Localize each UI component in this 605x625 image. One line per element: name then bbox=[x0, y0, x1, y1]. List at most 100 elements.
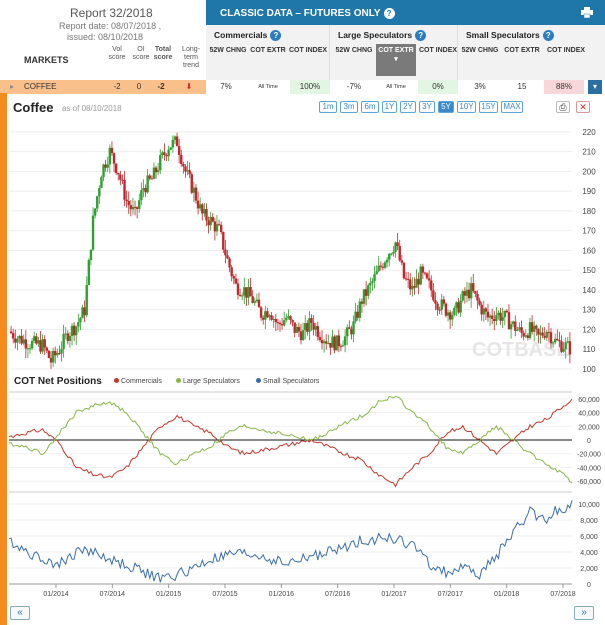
oi-score-header[interactable]: OI score bbox=[132, 46, 150, 61]
vol-score-header[interactable]: Vol score bbox=[108, 46, 126, 61]
candle-body bbox=[230, 267, 233, 277]
watermark: COTBASE bbox=[472, 339, 570, 361]
y-tick-label: 190 bbox=[582, 187, 596, 196]
y-tick-label: -20,000 bbox=[577, 452, 601, 459]
close-icon[interactable]: ✕ bbox=[576, 101, 590, 113]
help-icon[interactable]: ? bbox=[270, 30, 282, 42]
scroll-down-icon[interactable]: ▾ bbox=[588, 80, 602, 94]
candle-body bbox=[150, 178, 154, 180]
sub-cot-index[interactable]: COT INDEX bbox=[418, 47, 458, 54]
candle-body bbox=[457, 302, 460, 313]
candle-body bbox=[249, 287, 252, 297]
legend-commercials[interactable]: Commercials bbox=[114, 378, 162, 385]
sub-cot-extr[interactable]: COT EXTR bbox=[504, 47, 540, 54]
sub-cot-extr[interactable]: COT EXTR bbox=[250, 47, 286, 54]
candle-body bbox=[518, 327, 521, 330]
candle-body bbox=[417, 278, 420, 285]
candle-body bbox=[186, 170, 189, 172]
market-name[interactable]: COFFEE bbox=[24, 82, 57, 91]
oi-score: 0 bbox=[136, 82, 142, 91]
sub-cot-index[interactable]: COT INDEX bbox=[288, 47, 328, 54]
candle-body bbox=[335, 335, 338, 351]
cell-value: All Time bbox=[386, 84, 406, 90]
candle-body bbox=[547, 331, 551, 333]
candle-body bbox=[526, 335, 530, 338]
candle-body bbox=[553, 338, 557, 343]
candle-body bbox=[509, 324, 513, 330]
report-info: Report 32/2018 Report date: 08/07/2018 ,… bbox=[0, 0, 206, 80]
sub-label: COT EXTR bbox=[378, 47, 414, 54]
range-button-10y[interactable]: 10Y bbox=[457, 101, 476, 113]
candle-body bbox=[484, 308, 488, 312]
scroll-right-button[interactable]: » bbox=[574, 606, 594, 620]
candle-body bbox=[43, 339, 46, 348]
sub-52w[interactable]: 52W CHNG bbox=[461, 47, 499, 54]
candle-body bbox=[333, 336, 336, 351]
help-icon[interactable]: ? bbox=[542, 30, 554, 42]
sub-52w[interactable]: 52W CHNG bbox=[209, 47, 247, 54]
candle-body bbox=[291, 319, 294, 323]
candle-body bbox=[495, 315, 498, 321]
print-chart-icon[interactable]: ⎙ bbox=[556, 101, 570, 113]
candle-body bbox=[436, 303, 439, 310]
candle-body bbox=[64, 333, 67, 335]
range-button-3m[interactable]: 3m bbox=[340, 101, 358, 113]
help-icon[interactable]: ? bbox=[415, 30, 427, 42]
legend-large-speculators[interactable]: Large Speculators bbox=[176, 378, 240, 385]
sub-52w[interactable]: 52W CHNG bbox=[335, 47, 373, 54]
x-tick-label: 01/2014 bbox=[43, 591, 68, 598]
market-row-coffee[interactable]: ▸ COFFEE -2 0 -2 ⬇ 7% All Time 100% -7% … bbox=[0, 80, 605, 94]
y-tick-label: 8,000 bbox=[580, 518, 598, 525]
group-title: Small Speculators bbox=[466, 30, 540, 40]
expand-icon[interactable]: ▸ bbox=[9, 82, 14, 91]
range-button-3y[interactable]: 3Y bbox=[419, 101, 435, 113]
range-button-5y[interactable]: 5Y bbox=[438, 101, 454, 113]
candle-body bbox=[367, 285, 370, 296]
cell-value: All Time bbox=[258, 84, 278, 90]
sub-cot-index[interactable]: COT INDEX bbox=[546, 47, 586, 54]
candle-body bbox=[66, 333, 70, 341]
range-button-max[interactable]: MAX bbox=[501, 101, 523, 113]
candle-body bbox=[203, 209, 206, 214]
cell-value: 15 bbox=[517, 82, 527, 91]
range-button-6m[interactable]: 6m bbox=[361, 101, 379, 113]
candle-body bbox=[421, 266, 425, 273]
candle-body bbox=[70, 325, 74, 336]
long-term-trend-header[interactable]: Long-term trend bbox=[182, 46, 200, 69]
candle-body bbox=[560, 341, 563, 352]
candle-body bbox=[448, 312, 452, 320]
range-button-2y[interactable]: 2Y bbox=[400, 101, 416, 113]
candle-body bbox=[545, 331, 548, 338]
candle-body bbox=[318, 336, 322, 340]
candle-body bbox=[564, 342, 567, 350]
candle-body bbox=[117, 173, 120, 175]
candle-body bbox=[469, 283, 473, 299]
candle-body bbox=[306, 323, 309, 332]
candle-body bbox=[566, 341, 569, 343]
scroll-left-button[interactable]: « bbox=[10, 606, 30, 620]
range-button-1m[interactable]: 1m bbox=[319, 101, 337, 113]
candle-body bbox=[87, 260, 91, 285]
total-score-header[interactable]: Total score bbox=[153, 46, 173, 61]
range-button-1y[interactable]: 1Y bbox=[382, 101, 397, 113]
help-icon[interactable]: ? bbox=[383, 8, 395, 19]
candle-body bbox=[175, 136, 179, 147]
candle-body bbox=[369, 282, 372, 286]
candle-body bbox=[501, 317, 504, 321]
sub-cot-extr-selected[interactable]: COT EXTR ▾ bbox=[376, 44, 416, 76]
candle-body bbox=[474, 291, 477, 294]
candle-body bbox=[49, 357, 53, 363]
candle-body bbox=[299, 331, 303, 341]
range-button-15y[interactable]: 15Y bbox=[479, 101, 498, 113]
candle-body bbox=[135, 207, 139, 209]
candle-body bbox=[392, 251, 395, 254]
y-tick-label: 4,000 bbox=[580, 550, 598, 557]
candle-body bbox=[394, 242, 397, 252]
candle-body bbox=[514, 321, 517, 331]
candle-body bbox=[268, 315, 271, 318]
candle-body bbox=[465, 289, 469, 296]
legend-small-speculators[interactable]: Small Speculators bbox=[256, 378, 319, 385]
print-icon[interactable] bbox=[581, 7, 593, 18]
classic-data-title: CLASSIC DATA – FUTURES ONLY bbox=[220, 8, 381, 20]
candle-body bbox=[442, 299, 446, 304]
